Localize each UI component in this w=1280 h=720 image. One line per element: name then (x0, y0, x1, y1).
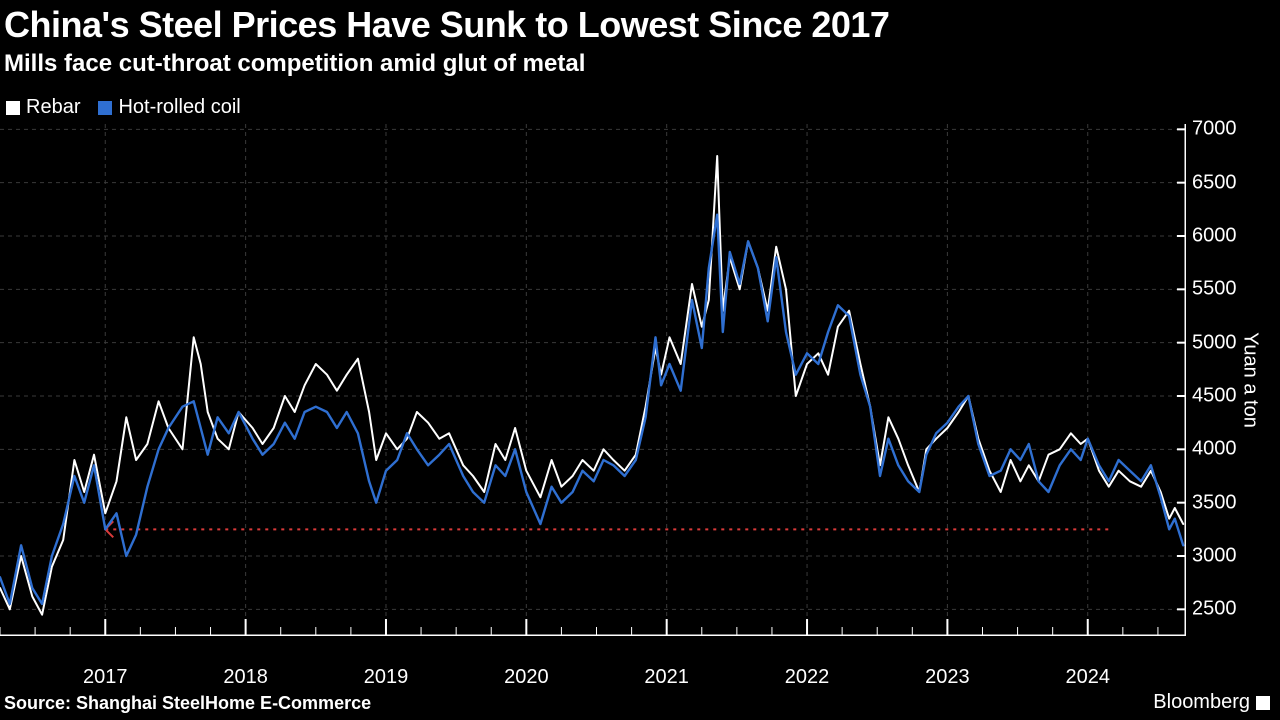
y-tick-label: 6500 (1192, 171, 1237, 194)
y-tick-label: 3500 (1192, 491, 1237, 514)
legend-swatch-rebar (6, 101, 20, 115)
legend-swatch-hrc (98, 101, 112, 115)
legend-label-rebar: Rebar (26, 96, 80, 119)
y-tick-label: 4500 (1192, 385, 1237, 408)
y-tick-label: 4000 (1192, 438, 1237, 461)
x-tick-label: 2022 (785, 666, 830, 689)
brand-icon (1256, 696, 1270, 710)
y-tick-label: 3000 (1192, 545, 1237, 568)
y-tick-label: 5000 (1192, 331, 1237, 354)
legend: Rebar Hot-rolled coil (6, 96, 241, 119)
y-tick-label: 2500 (1192, 598, 1237, 621)
x-tick-label: 2023 (925, 666, 970, 689)
x-tick-labels: 2017 2018 2019 2020 2021 2022 2023 2024 (0, 648, 1186, 688)
x-tick-label: 2019 (364, 666, 409, 689)
x-tick-label: 2018 (223, 666, 268, 689)
x-tick-label: 2024 (1066, 666, 1111, 689)
x-tick-label: 2017 (83, 666, 128, 689)
y-tick-label: 7000 (1192, 118, 1237, 141)
chart-container: China's Steel Prices Have Sunk to Lowest… (0, 0, 1280, 720)
legend-item-hrc: Hot-rolled coil (98, 96, 240, 119)
chart-title: China's Steel Prices Have Sunk to Lowest… (4, 4, 889, 46)
y-tick-label: 6000 (1192, 225, 1237, 248)
chart-plot (0, 124, 1186, 636)
source-text: Source: Shanghai SteelHome E-Commerce (4, 693, 371, 714)
y-axis-title: Yuan a ton (1239, 332, 1262, 428)
brand-label: Bloomberg (1153, 691, 1250, 714)
x-tick-label: 2020 (504, 666, 549, 689)
brand: Bloomberg (1153, 691, 1270, 714)
chart-subtitle: Mills face cut-throat competition amid g… (4, 50, 585, 78)
legend-label-hrc: Hot-rolled coil (118, 96, 240, 119)
legend-item-rebar: Rebar (6, 96, 80, 119)
y-tick-label: 5500 (1192, 278, 1237, 301)
x-tick-label: 2021 (644, 666, 689, 689)
